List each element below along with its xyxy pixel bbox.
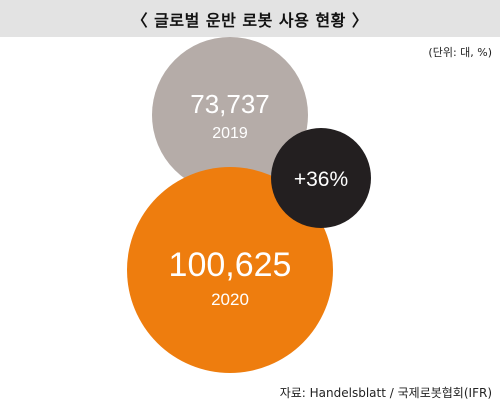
source-note: 자료: Handelsblatt / 국제로봇협회(IFR) [279,386,492,400]
bubble-2019 [152,37,308,193]
chart-title: 〈 글로벌 운반 로봇 사용 현황 〉 [131,10,369,30]
bubble-2020-year-label: 2020 [211,290,249,309]
chart-title-bar: 〈 글로벌 운반 로봇 사용 현황 〉 [0,0,500,37]
bubble-2019-year-label: 2019 [212,125,248,142]
growth-bubble [271,128,371,228]
unit-note: (단위: 대, %) [428,46,492,59]
bubble-2020-value-label: 100,625 [169,246,292,284]
growth-label: +36% [294,168,348,191]
bubble-2019-value-label: 73,737 [190,89,270,119]
bubble-2020 [127,167,333,373]
